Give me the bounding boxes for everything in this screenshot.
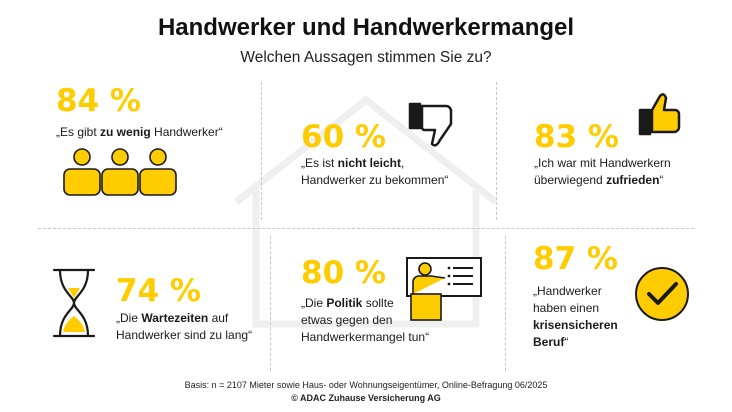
stat-statement: „Die Politik sollte etwas gegen den Hand… <box>301 296 430 344</box>
stat-percent: 60 % <box>301 119 386 155</box>
stat-statement: „Es ist nicht leicht, Handwerker zu beko… <box>301 156 449 187</box>
stat-card-80: 80 % <box>301 258 386 289</box>
stat-card-87: 87 % <box>533 244 618 275</box>
stat-percent: 87 % <box>533 241 618 277</box>
divider-vertical-right-bottom <box>505 236 506 371</box>
stat-statement: „Ich war mit Handwerkern überwiegend zuf… <box>534 156 671 187</box>
divider-vertical-left-top <box>261 82 262 220</box>
stat-card-84: 84 % <box>56 86 141 117</box>
footer-basis: Basis: n = 2107 Mieter sowie Haus- oder … <box>184 380 548 390</box>
stat-percent: 74 % <box>116 273 201 309</box>
hourglass-icon <box>52 268 96 338</box>
speaker-presentation-icon <box>406 257 482 321</box>
divider-vertical-right-top <box>496 82 497 220</box>
people-icon <box>63 148 177 196</box>
thumbs-up-icon <box>638 93 681 136</box>
checkmark-circle-icon <box>635 267 689 321</box>
stat-statement: „Die Wartezeiten auf Handwerker sind zu … <box>116 311 253 342</box>
stat-statement: „Es gibt zu wenig Handwerker“ <box>56 125 223 139</box>
stat-percent: 80 % <box>301 255 386 291</box>
page-title: Handwerker und Handwerkermangel <box>157 14 575 41</box>
page-subtitle: Welchen Aussagen stimmen Sie zu? <box>240 49 492 66</box>
divider-vertical-left-bottom <box>270 236 271 371</box>
stat-card-74: 74 % <box>116 276 201 307</box>
divider-horizontal <box>38 228 694 229</box>
thumbs-down-icon <box>408 102 453 147</box>
stat-percent: 84 % <box>56 83 141 119</box>
stat-card-83: 83 % <box>534 122 619 153</box>
footer-copyright: © ADAC Zuhause Versicherung AG <box>291 393 441 403</box>
stat-card-60: 60 % <box>301 122 386 153</box>
stat-percent: 83 % <box>534 119 619 155</box>
stat-statement: „Handwerker haben einen krisensicheren B… <box>533 284 618 349</box>
